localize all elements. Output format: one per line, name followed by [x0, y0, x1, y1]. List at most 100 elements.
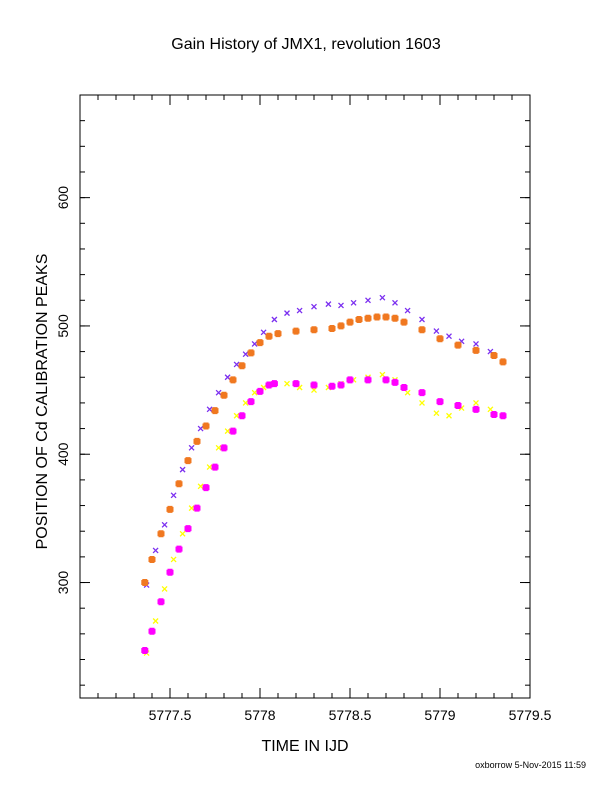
plot-frame — [79, 94, 531, 699]
series-3-point — [346, 376, 354, 384]
series-2-point — [400, 318, 408, 326]
series-3-point — [202, 484, 210, 492]
series-0-point — [350, 299, 357, 306]
series-3-point — [229, 427, 237, 435]
series-3-point — [328, 382, 336, 390]
series-0-point — [251, 340, 258, 347]
series-2-point — [229, 376, 237, 384]
series-2-point — [499, 358, 507, 366]
series-1-point — [419, 399, 425, 406]
series-2-point — [175, 480, 183, 488]
x-tick-label: 5779.5 — [509, 707, 552, 723]
x-tick-label: 5778.5 — [329, 707, 372, 723]
series-0-point — [271, 316, 278, 323]
y-tick-label: 400 — [55, 442, 71, 466]
y-axis-label: POSITION OF Cd CALIBRATION PEAKS — [34, 254, 51, 550]
series-2-point — [355, 316, 363, 324]
chart-title: Gain History of JMX1, revolution 1603 — [171, 36, 441, 53]
series-3-point — [391, 378, 399, 386]
series-0-point — [419, 316, 425, 323]
series-2-point — [328, 325, 336, 333]
y-tick-label: 300 — [55, 571, 71, 595]
series-3-point — [472, 405, 480, 413]
series-1-point — [197, 483, 204, 490]
series-3-point — [418, 389, 426, 397]
series-3-point — [247, 398, 255, 406]
x-tick-label: 5778 — [244, 707, 275, 723]
series-1-point — [188, 505, 195, 512]
series-2-point — [454, 341, 462, 349]
series-1-point — [233, 412, 240, 419]
series-3-point — [499, 412, 507, 420]
series-3-point — [220, 444, 228, 452]
series-2-point — [265, 332, 273, 340]
series-0-point — [233, 361, 240, 368]
series-0-point — [197, 425, 204, 432]
series-3-point — [238, 412, 246, 420]
x-axis-label: TIME IN IJD — [261, 738, 349, 755]
series-3-point — [490, 410, 498, 418]
series-3-point — [141, 647, 149, 655]
series-2-point — [211, 407, 219, 415]
series-3-point — [256, 387, 264, 395]
series-2-point — [141, 579, 149, 587]
series-0-point — [338, 302, 344, 309]
series-3-point — [175, 545, 183, 553]
series-0-point — [365, 297, 371, 304]
series-2-point — [157, 530, 165, 538]
series-2-point — [148, 555, 156, 563]
series-1-point — [473, 399, 479, 406]
series-0-point — [188, 444, 195, 451]
series-1-point — [284, 380, 290, 387]
series-0-point — [206, 406, 213, 413]
series-0-point — [242, 351, 249, 358]
series-0-point — [215, 389, 222, 396]
series-2-point — [337, 322, 345, 330]
series-2-point — [202, 422, 210, 430]
series-1-point — [215, 444, 222, 451]
series-0-point — [446, 333, 452, 340]
series-3-point — [292, 380, 300, 388]
series-1-point — [179, 530, 186, 537]
series-2-point — [292, 327, 300, 335]
series-3-point — [364, 376, 372, 384]
series-2-point — [373, 313, 381, 321]
series-3-point — [454, 401, 462, 409]
series-3-point — [148, 627, 156, 635]
series-0-point — [392, 299, 398, 306]
series-0-point — [311, 303, 317, 310]
series-3-point — [211, 463, 219, 471]
series-1-point — [152, 618, 159, 624]
x-tick-label: 5777.5 — [149, 707, 192, 723]
x-tick-label: 5779 — [424, 707, 455, 723]
series-2-point — [364, 314, 372, 322]
series-2-point — [418, 326, 426, 334]
series-1-point — [433, 410, 440, 417]
series-0-point — [284, 310, 290, 317]
series-2-point — [238, 362, 246, 370]
y-tick-label: 500 — [55, 314, 71, 338]
series-2-point — [184, 457, 192, 465]
series-2-point — [247, 349, 255, 357]
series-0-point — [325, 301, 332, 308]
series-2-point — [166, 505, 174, 513]
series-0-point — [161, 521, 168, 528]
series-0-point — [433, 328, 440, 335]
series-0-point — [404, 307, 411, 314]
series-1-point — [206, 464, 213, 471]
series-3-point — [184, 525, 192, 533]
series-1-point — [242, 399, 249, 406]
series-3-point — [157, 598, 165, 606]
series-1-point — [161, 585, 168, 592]
series-0-point — [296, 307, 303, 314]
series-0-point — [473, 340, 479, 347]
series-0-point — [170, 492, 177, 499]
series-3-point — [193, 504, 201, 512]
series-3-point — [337, 381, 345, 389]
series-1-point — [170, 556, 177, 563]
series-2-point — [472, 346, 480, 354]
series-2-point — [391, 314, 399, 322]
series-2-point — [310, 326, 318, 334]
series-1-point — [251, 389, 258, 396]
